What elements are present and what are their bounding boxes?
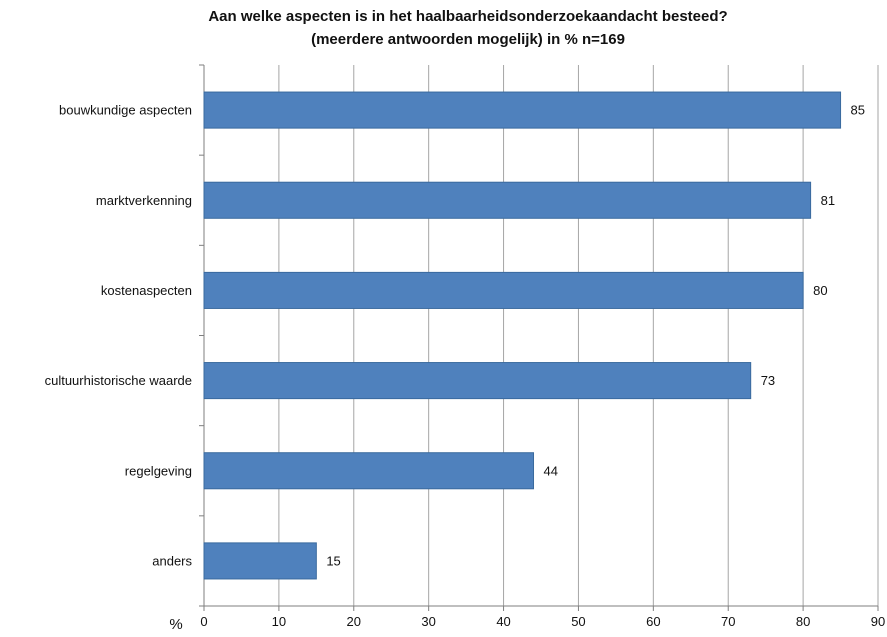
- gridlines: [278, 65, 879, 606]
- bars: [203, 91, 842, 580]
- x-tick-label: 50: [571, 614, 585, 629]
- labels: 0 10 20 30 40 50 60 70 80 90 bouwkundige aspecten 8…: [45, 103, 886, 629]
- x-tick-label: 10: [272, 614, 286, 629]
- bar: [203, 452, 535, 490]
- x-axis-unit-label: %: [169, 616, 182, 633]
- x-tick-label: 30: [421, 614, 435, 629]
- chart-title: Aan welke aspecten is in het haalbaarhei…: [208, 8, 727, 25]
- x-tick-label: 70: [721, 614, 735, 629]
- data-label: 15: [326, 553, 340, 568]
- x-tick-label: 60: [646, 614, 660, 629]
- category-label: kostenaspecten: [101, 283, 192, 298]
- category-label: regelgeving: [125, 463, 192, 478]
- category-label: anders: [152, 553, 192, 568]
- chart-subtitle: (meerdere antwoorden mogelijk) in % n=16…: [311, 31, 625, 48]
- category-label: bouwkundige aspecten: [59, 103, 192, 118]
- x-tick-label: 0: [200, 614, 207, 629]
- bar: [203, 542, 317, 580]
- bar: [203, 181, 812, 219]
- bar: [203, 271, 804, 309]
- x-tick-label: 90: [871, 614, 885, 629]
- category-label: marktverkenning: [96, 193, 192, 208]
- x-tick-label: 80: [796, 614, 810, 629]
- x-tick-label: 40: [496, 614, 510, 629]
- category-label: cultuurhistorische waarde: [45, 373, 192, 388]
- axes: [199, 64, 879, 611]
- data-label: 81: [821, 193, 835, 208]
- bar: [203, 91, 842, 129]
- data-label: 44: [544, 463, 558, 478]
- x-tick-label: 20: [347, 614, 361, 629]
- data-label: 73: [761, 373, 775, 388]
- bar: [203, 362, 752, 400]
- data-label: 80: [813, 283, 827, 298]
- data-label: 85: [851, 103, 865, 118]
